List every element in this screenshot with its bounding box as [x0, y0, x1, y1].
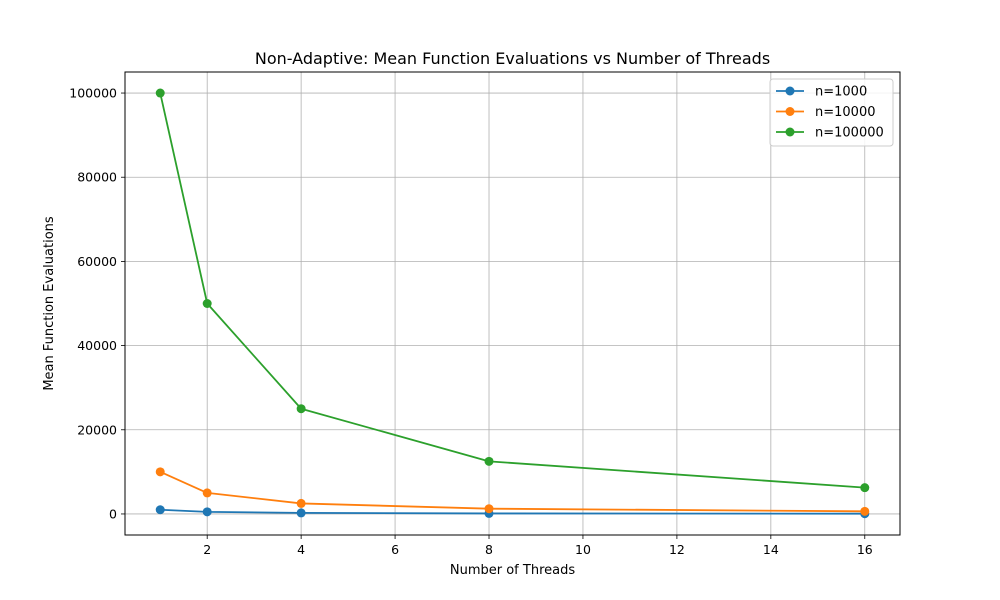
data-point [860, 506, 870, 516]
series-layer [155, 88, 870, 519]
series-line [159, 92, 865, 489]
series-n-100000 [155, 88, 870, 493]
y-tick-label: 20000 [77, 422, 117, 437]
legend-marker [785, 127, 795, 137]
data-point [860, 483, 870, 493]
data-point [296, 404, 306, 414]
y-tick-label: 0 [109, 506, 117, 521]
legend-marker [785, 86, 795, 96]
legend-label: n=10000 [815, 105, 876, 120]
data-point [484, 504, 494, 514]
data-point [296, 498, 306, 508]
data-point [155, 467, 165, 477]
data-point [202, 488, 212, 498]
data-point [155, 505, 165, 515]
x-tick-label: 12 [669, 542, 685, 557]
plot-frame [124, 71, 901, 536]
y-tick-label: 80000 [77, 170, 117, 185]
series-n-1000 [155, 505, 870, 519]
y-tick-label: 60000 [77, 254, 117, 269]
data-point [155, 88, 165, 98]
x-axis-label: Number of Threads [450, 563, 575, 578]
data-point [484, 456, 494, 466]
data-point [296, 508, 306, 518]
legend: n=1000 n=10000 n=100000 [769, 78, 894, 147]
y-tick-label: 40000 [77, 338, 117, 353]
y-axis-label: Mean Function Evaluations [42, 216, 57, 391]
series-line [159, 471, 865, 513]
legend-label: n=100000 [815, 126, 884, 141]
x-tick-label: 16 [857, 542, 873, 557]
series-n-10000 [155, 467, 870, 516]
x-tick-label: 6 [391, 542, 399, 557]
legend-marker [785, 107, 795, 116]
x-tick-label: 14 [763, 542, 779, 557]
y-tick-label: 100000 [69, 86, 117, 101]
data-point [202, 507, 212, 517]
x-tick-label: 10 [575, 542, 591, 557]
legend-box [769, 78, 894, 147]
chart-title: Non-Adaptive: Mean Function Evaluations … [255, 49, 770, 68]
ticks: 2 4 6 8 10 12 14 16 0 20000 40000 60000 80000 100000 [69, 86, 872, 557]
data-point [202, 299, 212, 308]
legend-label: n=1000 [815, 85, 867, 100]
x-tick-label: 8 [485, 542, 493, 557]
x-tick-label: 4 [297, 542, 305, 557]
x-tick-label: 2 [203, 542, 211, 557]
